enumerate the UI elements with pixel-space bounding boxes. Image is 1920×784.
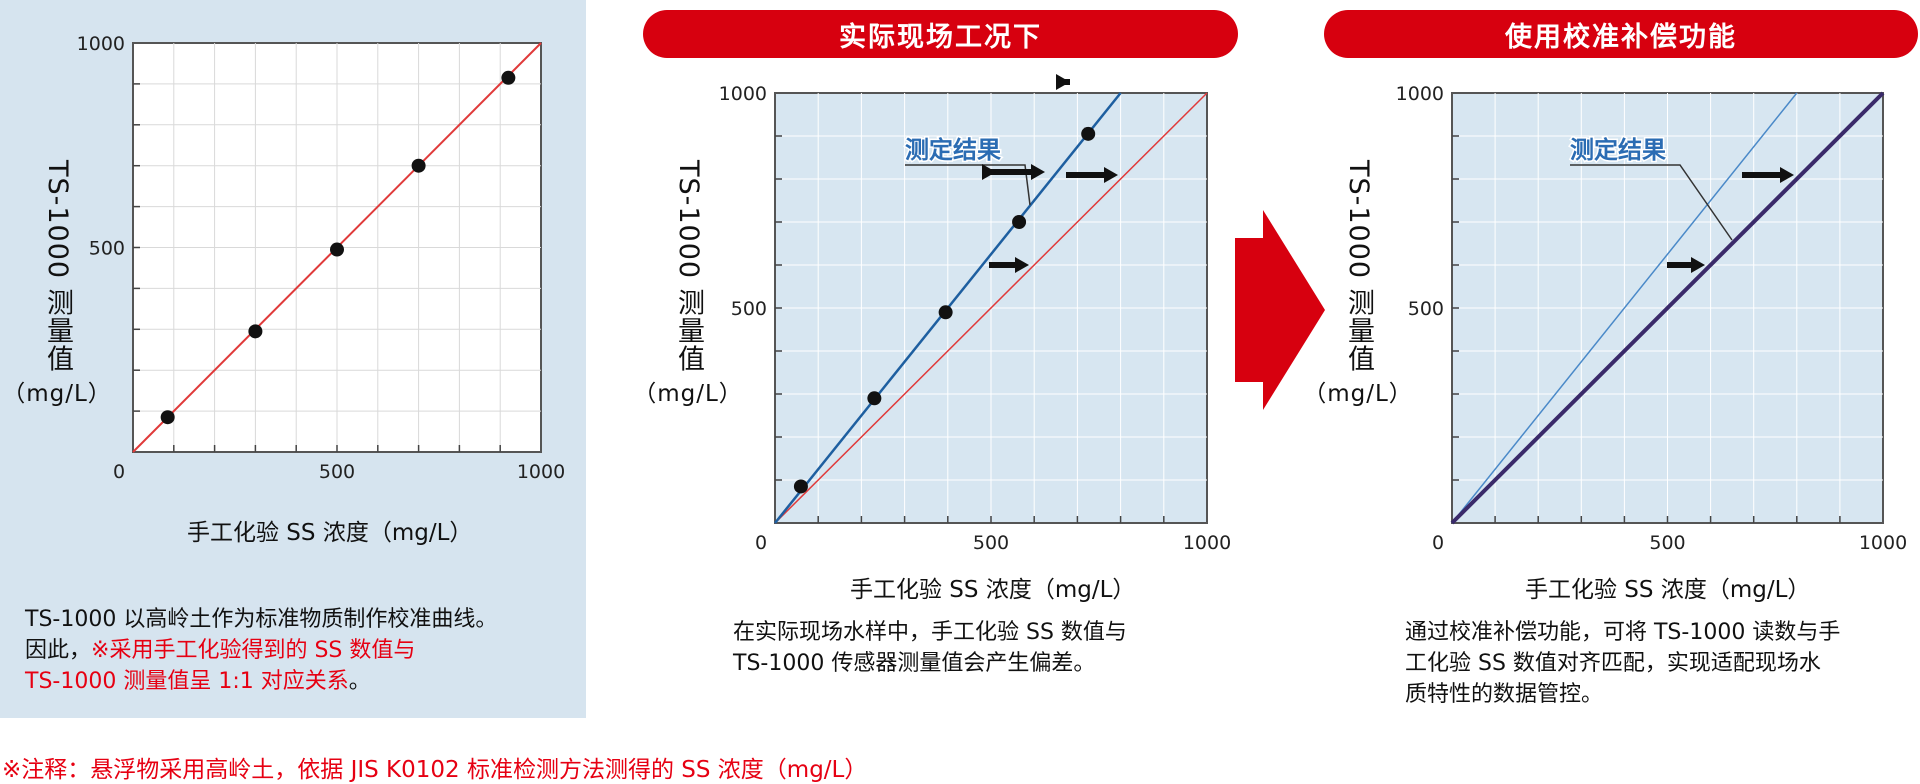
x-tick-label: 0 bbox=[1432, 532, 1444, 554]
data-point bbox=[793, 479, 808, 494]
y-axis-unit: （mg/L） bbox=[633, 380, 743, 407]
y-tick-label: 500 bbox=[1408, 298, 1444, 320]
data-point bbox=[411, 158, 426, 173]
description-line: 在实际现场水样中，手工化验 SS 数值与 bbox=[733, 620, 1127, 645]
offset-arrow-head bbox=[1780, 167, 1794, 183]
y-axis-title: TS-1000 测量值 bbox=[673, 160, 704, 373]
series-line bbox=[1451, 92, 1798, 524]
data-point bbox=[160, 410, 175, 425]
chart-1: 0 500 1000 1000 500 bbox=[0, 0, 586, 500]
x-axis-label: 手工化验 SS 浓度（mg/L） bbox=[187, 520, 473, 546]
x-tick-label: 1000 bbox=[517, 461, 565, 483]
transition-arrow-icon bbox=[1235, 210, 1325, 410]
y-tick-label: 500 bbox=[89, 238, 125, 260]
data-point bbox=[867, 391, 882, 406]
y-axis-title: TS-1000 测量值 bbox=[1343, 160, 1374, 373]
panel-title-calibrated: 使用校准补偿功能 bbox=[1324, 10, 1918, 58]
offset-arrow-head bbox=[1015, 257, 1029, 273]
chart-3-svg: 0 500 1000 1000 500 测定结果 bbox=[1396, 83, 1908, 554]
y-tick-label: 500 bbox=[731, 298, 767, 320]
y-axis-label: TS-1000 测量值 （mg/L） bbox=[633, 160, 743, 411]
data-point bbox=[1012, 215, 1027, 229]
chart-3: 0 500 1000 1000 500 测定结果 bbox=[1380, 0, 1920, 560]
annotation-label: 测定结果 bbox=[1570, 136, 1666, 164]
series-line bbox=[1450, 91, 1885, 525]
offset-arrow-head bbox=[982, 164, 996, 180]
data-point bbox=[938, 305, 953, 320]
x-axis-label: 手工化验 SS 浓度（mg/L） bbox=[1525, 577, 1811, 603]
description-highlight: TS-1000 测量值呈 1:1 对应关系 bbox=[25, 669, 349, 694]
series-line bbox=[774, 92, 1208, 524]
x-tick-label: 0 bbox=[755, 532, 767, 554]
y-axis-unit: （mg/L） bbox=[1303, 380, 1413, 407]
description-line: TS-1000 以高岭土作为标准物质制作校准曲线。 bbox=[25, 607, 498, 632]
data-point bbox=[330, 242, 344, 257]
annotation-label: 测定结果 bbox=[905, 136, 1001, 164]
offset-arrow-head bbox=[1104, 167, 1118, 183]
offset-arrow-head bbox=[1691, 257, 1705, 273]
y-axis-unit: （mg/L） bbox=[2, 380, 112, 407]
description-text: 。 bbox=[348, 669, 371, 694]
description-line: 通过校准补偿功能，可将 TS-1000 读数与手 bbox=[1405, 620, 1841, 645]
description-line: TS-1000 传感器测量值会产生偏差。 bbox=[733, 651, 1096, 676]
footnote: ※注释：悬浮物采用高岭土，依据 JIS K0102 标准检测方法测得的 SS 浓… bbox=[2, 757, 868, 783]
data-point bbox=[1081, 126, 1096, 141]
description-line: 工化验 SS 数值对齐匹配，实现适配现场水 bbox=[1405, 651, 1821, 676]
offset-arrow-head bbox=[1031, 164, 1045, 180]
chart-2: 0 500 1000 1000 500 测定结果 bbox=[700, 0, 1260, 560]
x-tick-label: 500 bbox=[319, 461, 355, 483]
description-line: TS-1000 测量值呈 1:1 对应关系。 bbox=[25, 666, 497, 697]
description-line: 因此，※采用手工化验得到的 SS 数值与 bbox=[25, 635, 497, 666]
data-point bbox=[501, 70, 516, 85]
description-highlight: ※采用手工化验得到的 SS 数值与 bbox=[91, 638, 416, 663]
x-tick-label: 500 bbox=[1649, 532, 1685, 554]
x-axis-label: 手工化验 SS 浓度（mg/L） bbox=[850, 577, 1136, 603]
y-tick-label: 1000 bbox=[719, 83, 767, 105]
chart-2-svg: 0 500 1000 1000 500 测定结果 bbox=[719, 74, 1231, 554]
annotation-leader bbox=[905, 164, 1031, 206]
x-tick-label: 0 bbox=[113, 461, 125, 483]
y-tick-label: 1000 bbox=[1396, 83, 1444, 105]
description-text: 因此， bbox=[25, 638, 92, 663]
description-right: 通过校准补偿功能，可将 TS-1000 读数与手 工化验 SS 数值对齐匹配，实… bbox=[1405, 617, 1840, 710]
description-line: 质特性的数据管控。 bbox=[1405, 682, 1604, 707]
y-axis-title: TS-1000 测量值 bbox=[42, 160, 73, 373]
x-tick-label: 1000 bbox=[1859, 532, 1907, 554]
offset-arrow-head bbox=[1056, 74, 1070, 90]
x-tick-label: 500 bbox=[973, 532, 1009, 554]
x-tick-label: 1000 bbox=[1183, 532, 1231, 554]
annotation-leader bbox=[1570, 164, 1733, 241]
panel-title-field: 实际现场工况下 bbox=[643, 10, 1238, 58]
y-axis-label: TS-1000 测量值 （mg/L） bbox=[1303, 160, 1413, 411]
description-middle: 在实际现场水样中，手工化验 SS 数值与 TS-1000 传感器测量值会产生偏差… bbox=[733, 617, 1127, 679]
y-axis-label: TS-1000 测量值 （mg/L） bbox=[2, 160, 112, 411]
chart-1-svg: 0 500 1000 1000 500 bbox=[77, 33, 566, 483]
y-tick-label: 1000 bbox=[77, 33, 125, 55]
data-point bbox=[248, 324, 263, 339]
description-left: TS-1000 以高岭土作为标准物质制作校准曲线。 因此，※采用手工化验得到的 … bbox=[25, 604, 497, 697]
